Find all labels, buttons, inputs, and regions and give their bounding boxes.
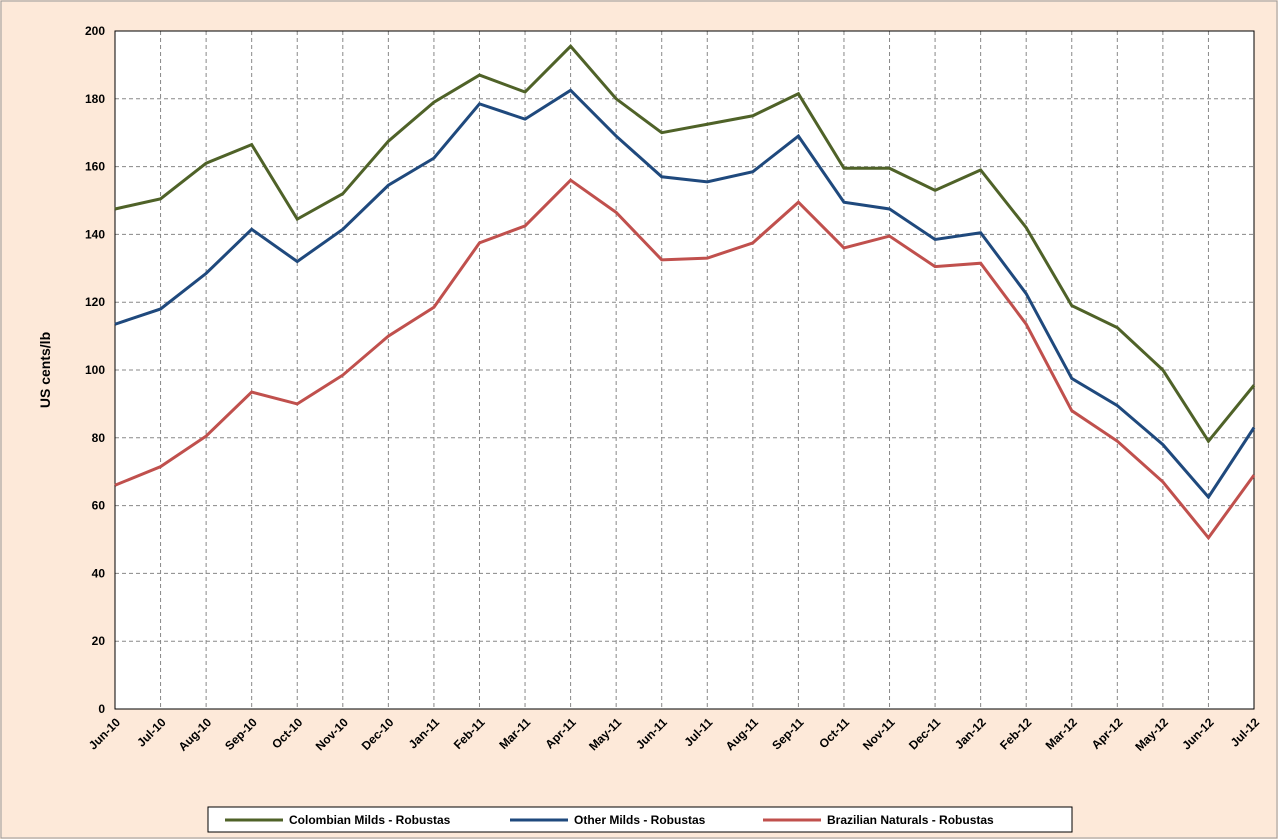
legend-label: Brazilian Naturals - Robustas [827,813,994,827]
plot-border [114,30,1255,710]
legend-label: Other Milds - Robustas [574,813,706,827]
y-tick-label: 100 [85,363,105,377]
y-tick-label: 180 [85,92,105,106]
line-series [114,178,1256,541]
y-tick-label: 0 [98,702,105,716]
y-tick-label: 20 [92,634,106,648]
line-series [114,88,1256,500]
line-series [114,44,1256,444]
y-tick-label: 160 [85,160,105,174]
legend-label: Colombian Milds - Robustas [289,813,451,827]
y-axis-title: US cents/lb [37,332,53,408]
y-tick-label: 140 [85,227,105,241]
y-tick-label: 80 [92,431,106,445]
y-tick-label: 120 [85,295,105,309]
y-tick-label: 60 [92,499,106,513]
y-tick-label: 200 [85,24,105,38]
legend [207,806,1073,833]
y-tick-label: 40 [92,566,106,580]
